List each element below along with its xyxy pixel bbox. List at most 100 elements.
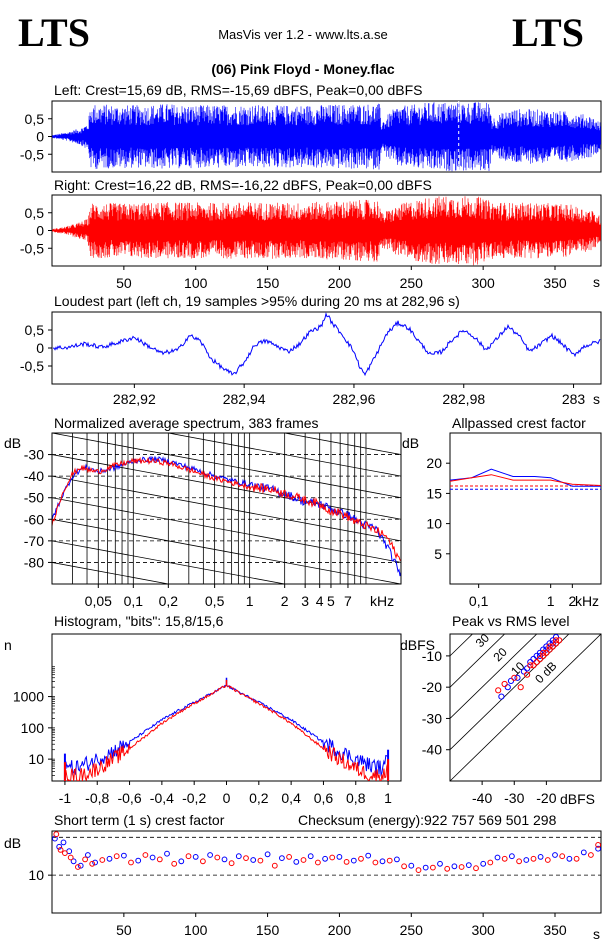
short-term-point-right xyxy=(128,859,134,866)
short-term-point-right xyxy=(113,853,120,860)
peak-rms-point-left xyxy=(504,684,511,691)
short-term-point-left xyxy=(451,863,458,870)
left-channel-ytick-label: -0,5 xyxy=(20,146,44,162)
peak-rms-point-left xyxy=(543,646,550,653)
histogram-ytick-label: 10 xyxy=(28,751,44,767)
right-channel-xtick-label: 250 xyxy=(400,275,424,291)
short-term-point-right xyxy=(75,864,81,870)
short-term-point-left xyxy=(379,858,386,865)
peak-rms-point-left xyxy=(543,643,550,650)
loudest-waveform xyxy=(52,312,601,377)
short-term-point-right xyxy=(401,863,408,870)
short-term-crest-title: Short term (1 s) crest factor xyxy=(54,812,225,828)
short-term-point-left xyxy=(437,860,443,867)
peak-rms-point-right xyxy=(524,671,531,678)
short-term-point-right xyxy=(286,854,293,860)
spectrum-xtick-label: 1 xyxy=(246,593,254,609)
short-term-point-right xyxy=(444,865,451,872)
peak-rms-point-left xyxy=(514,674,521,681)
short-term-xunit: s xyxy=(593,926,600,942)
left-channel-title: Left: Crest=15,69 dB, RMS=-15,69 dBFS, P… xyxy=(54,82,422,98)
peak-rms-ytick-label: -40 xyxy=(422,742,442,758)
spectrum-plot-area xyxy=(52,433,401,584)
spectrum-slope-line xyxy=(52,540,287,584)
short-term-point-right xyxy=(530,855,537,862)
peak-rms-point-left xyxy=(549,637,556,644)
histogram-xtick-label: 0,8 xyxy=(346,790,366,806)
allpass-ytick-label: 10 xyxy=(426,516,442,532)
short-term-point-left xyxy=(121,852,127,859)
peak-rms-xtick-label: -40 xyxy=(472,790,492,806)
peak-rms-point-right xyxy=(546,643,553,650)
histogram-xtick-label: -0,6 xyxy=(117,790,141,806)
short-term-point-right xyxy=(415,867,422,873)
histogram-xtick-label: 0,6 xyxy=(314,790,334,806)
spectrum-ytick-label: -70 xyxy=(24,533,44,549)
peak-rms-title: Peak vs RMS level xyxy=(452,613,569,629)
chart-layer: 0,50-0,50,50-0,550 100 150 200 250 300 3500,50… xyxy=(13,100,602,938)
loudest-xtick-label: 282,92 xyxy=(113,391,156,407)
short-term-point-left xyxy=(293,859,300,865)
peak-rms-crest-line xyxy=(450,634,601,781)
checksum-value: 922 757 569 501 298 xyxy=(424,812,557,828)
short-term-point-left xyxy=(408,862,415,869)
short-term-point-left xyxy=(336,854,343,860)
lts-logo-left: LTS xyxy=(18,10,90,55)
spectrum-slope-line xyxy=(52,497,401,563)
spectrum-slope-line xyxy=(52,433,401,499)
right-channel-xtick-label: 150 xyxy=(256,275,280,291)
peak-rms-point-left xyxy=(530,655,537,663)
short-term-point-right xyxy=(257,857,264,864)
loudest-ytick-label: 0,5 xyxy=(25,322,45,338)
track-title: (06) Pink Floyd - Money.flac xyxy=(211,61,395,77)
peak-rms-ytick-label: -20 xyxy=(422,679,442,695)
histogram-series-left xyxy=(64,684,389,777)
short-term-xtick-label: 50 xyxy=(116,922,132,938)
short-term-point-right xyxy=(156,856,163,863)
short-term-point-right xyxy=(315,859,321,866)
histogram-plot-area xyxy=(63,677,390,781)
short-term-point-left xyxy=(207,852,214,858)
peak-rms-xunit: dBFS xyxy=(560,791,595,807)
short-term-point-left xyxy=(85,852,91,858)
spectrum-xtick-label: 0,5 xyxy=(205,593,225,609)
short-term-point-right xyxy=(171,860,178,867)
short-term-point-left xyxy=(250,857,257,863)
peak-rms-crest-line xyxy=(450,634,506,688)
short-term-point-right xyxy=(595,842,601,848)
loudest-ytick-label: -0,5 xyxy=(20,358,44,374)
peak-rms-point-left xyxy=(549,640,556,647)
peak-rms-point-left xyxy=(536,652,544,660)
short-term-point-left xyxy=(465,862,472,868)
short-term-ylabel: dB xyxy=(4,835,21,851)
lts-logo-right: LTS xyxy=(512,10,584,55)
histogram-xtick-label: -1 xyxy=(59,790,72,806)
short-term-xtick-label: 250 xyxy=(400,922,424,938)
short-term-xtick-label: 150 xyxy=(256,922,280,938)
short-term-point-right xyxy=(358,855,364,862)
histogram-xtick-label: -0,8 xyxy=(85,790,109,806)
loudest-xtick-label: 282,96 xyxy=(333,391,376,407)
peak-rms-point-right xyxy=(543,649,550,656)
short-term-point-right xyxy=(271,862,278,869)
peak-rms-ylabel: dBFS xyxy=(400,637,435,653)
loudest-ytick-label: 0 xyxy=(36,340,44,356)
short-term-point-left xyxy=(523,857,530,863)
short-term-frame xyxy=(51,830,602,914)
spectrum-series-right xyxy=(52,456,401,562)
peak-rms-point-right xyxy=(527,662,534,669)
short-term-point-right xyxy=(473,865,479,872)
peak-rms-point-right xyxy=(546,646,553,653)
short-term-point-right xyxy=(329,854,336,861)
allpass-ytick-label: 15 xyxy=(426,485,442,501)
spectrum-ytick-label: -50 xyxy=(24,490,44,506)
peak-rms-point-left xyxy=(552,634,560,641)
short-term-point-right xyxy=(501,855,508,862)
short-term-point-right xyxy=(544,857,551,863)
spectrum-ylabel: dB xyxy=(4,435,21,451)
short-term-point-left xyxy=(70,858,77,865)
short-term-point-right xyxy=(89,860,96,867)
peak-rms-crest-label: 0 dB xyxy=(532,659,559,686)
